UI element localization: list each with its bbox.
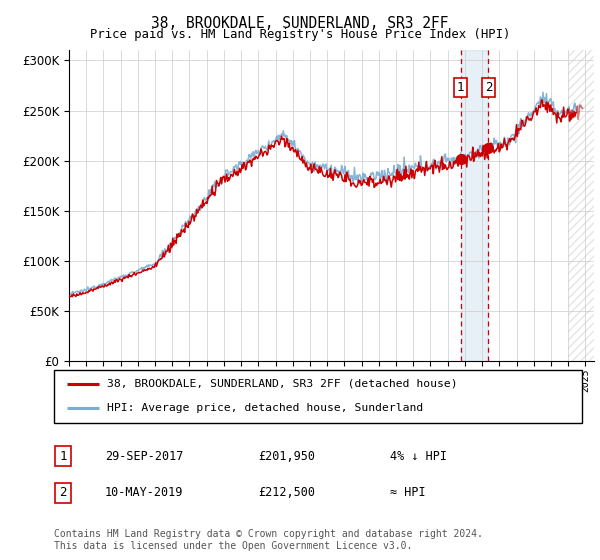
Text: 10-MAY-2019: 10-MAY-2019 xyxy=(105,486,184,500)
Bar xyxy=(568,50,594,361)
FancyBboxPatch shape xyxy=(55,446,71,466)
Text: 1: 1 xyxy=(59,450,67,463)
FancyBboxPatch shape xyxy=(54,370,582,423)
Text: HPI: Average price, detached house, Sunderland: HPI: Average price, detached house, Sund… xyxy=(107,403,423,413)
Bar xyxy=(568,50,594,361)
FancyBboxPatch shape xyxy=(55,483,71,503)
Text: Price paid vs. HM Land Registry's House Price Index (HPI): Price paid vs. HM Land Registry's House … xyxy=(90,28,510,41)
Text: ≈ HPI: ≈ HPI xyxy=(390,486,425,500)
Text: 38, BROOKDALE, SUNDERLAND, SR3 2FF: 38, BROOKDALE, SUNDERLAND, SR3 2FF xyxy=(151,16,449,31)
Text: 1: 1 xyxy=(457,81,464,94)
Text: £212,500: £212,500 xyxy=(258,486,315,500)
Text: Contains HM Land Registry data © Crown copyright and database right 2024.
This d: Contains HM Land Registry data © Crown c… xyxy=(54,529,483,551)
Text: 38, BROOKDALE, SUNDERLAND, SR3 2FF (detached house): 38, BROOKDALE, SUNDERLAND, SR3 2FF (deta… xyxy=(107,379,457,389)
Text: 4% ↓ HPI: 4% ↓ HPI xyxy=(390,450,447,463)
Text: 29-SEP-2017: 29-SEP-2017 xyxy=(105,450,184,463)
Text: 2: 2 xyxy=(485,81,492,94)
Text: £201,950: £201,950 xyxy=(258,450,315,463)
Bar xyxy=(461,50,488,361)
Text: 2: 2 xyxy=(59,486,67,500)
